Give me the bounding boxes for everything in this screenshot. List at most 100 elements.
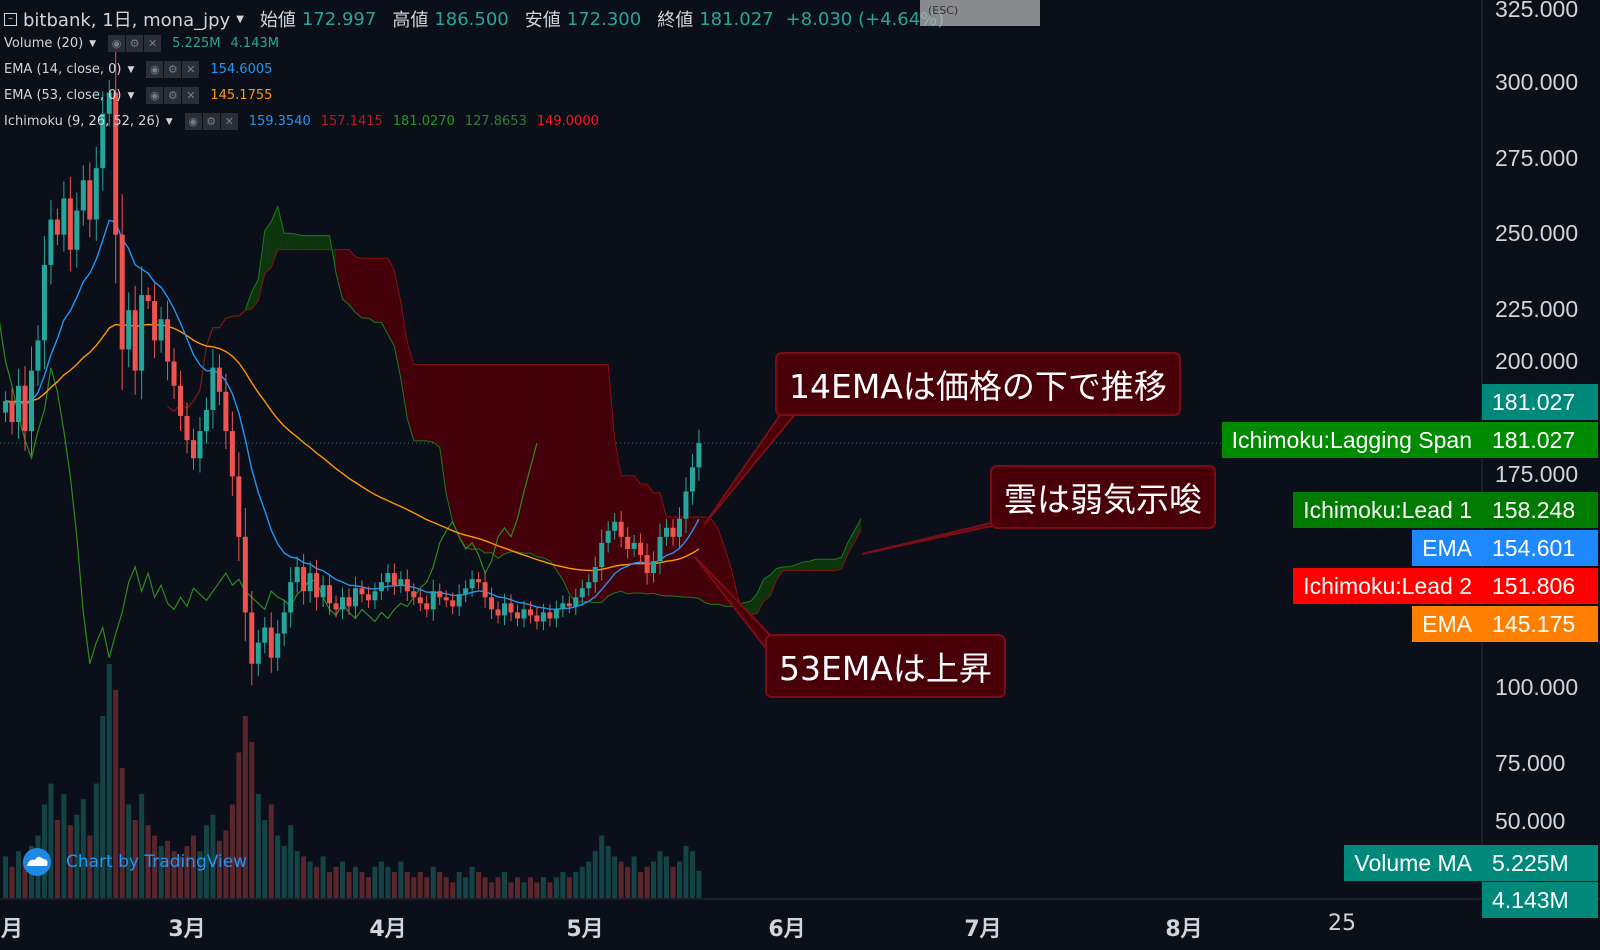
ichimoku-cloud-segment — [400, 302, 408, 419]
volume-bar — [508, 882, 514, 898]
indicator-name[interactable]: Ichimoku (9, 26, 52, 26) — [4, 114, 160, 129]
volume-bar — [320, 856, 326, 898]
candle-body — [365, 594, 371, 601]
volume-bar — [586, 861, 592, 898]
symbol-name[interactable]: bitbank, 1日, mona_jpy — [23, 10, 231, 31]
close-icon[interactable]: ✕ — [220, 113, 238, 130]
y-tick: 325.000 — [1495, 0, 1579, 22]
volume-bar — [618, 861, 624, 898]
volume-bar — [553, 877, 559, 898]
gear-icon[interactable]: ⚙ — [126, 35, 144, 52]
ichimoku-cloud-segment — [673, 517, 680, 597]
candle-body — [171, 361, 177, 386]
volume-bar — [223, 830, 229, 898]
chevron-down-icon[interactable]: ▼ — [89, 38, 97, 49]
chevron-down-icon[interactable]: ▼ — [236, 13, 244, 25]
ichimoku-cloud-segment — [420, 364, 427, 441]
volume-bar — [16, 851, 22, 898]
ichimoku-cloud-segment — [660, 492, 667, 597]
volume-ma-pill: 5.225M — [1482, 845, 1598, 881]
x-tick: 7月 — [964, 917, 1002, 942]
volume-bar — [126, 804, 132, 898]
indicator-legend: EMA (14, close, 0) ▼ ◉ ⚙ ✕ 154.6005 — [4, 61, 272, 78]
ichimoku-cloud-segment — [433, 364, 440, 448]
ichimoku-cloud-segment — [809, 559, 816, 571]
gear-icon[interactable]: ⚙ — [164, 87, 182, 104]
volume-bar — [9, 866, 15, 898]
visibility-icon[interactable]: ◉ — [184, 113, 202, 130]
candle-body — [255, 642, 261, 664]
y-tick: 100.000 — [1495, 674, 1579, 700]
ichimoku-lagging-span-line — [0, 321, 538, 664]
volume-bar — [113, 690, 119, 898]
candle-body — [657, 536, 663, 562]
volume-bar — [540, 877, 546, 898]
volume-bar — [74, 814, 80, 898]
volume-bar — [281, 846, 287, 898]
volume-bar — [216, 840, 222, 898]
indicator-value: 5.225M — [172, 36, 221, 51]
ichimoku-cloud-segment — [361, 258, 369, 319]
candle-body — [683, 491, 689, 519]
annotation-53ema[interactable]: 53EMAは上昇 — [765, 634, 1006, 698]
ichimoku-cloud-segment — [627, 475, 635, 594]
visibility-icon[interactable]: ◉ — [146, 87, 164, 104]
chevron-down-icon[interactable]: ▼ — [127, 64, 135, 75]
candle-body — [100, 113, 106, 169]
volume-bar — [456, 872, 462, 898]
volume-bar — [229, 804, 235, 898]
candle-body — [437, 591, 443, 598]
candle-body — [430, 591, 436, 610]
annotation-cloud[interactable]: 雲は弱気示唆 — [990, 465, 1216, 529]
ichimoku-cloud-segment — [698, 517, 706, 603]
ichimoku-cloud-segment — [582, 364, 589, 602]
candle-body — [327, 585, 333, 604]
tradingview-branding[interactable]: Chart by TradingView — [20, 848, 247, 876]
indicator-name[interactable]: EMA (53, close, 0) — [4, 88, 122, 103]
ichimoku-cloud-segment — [439, 364, 447, 495]
chevron-down-icon[interactable]: ▼ — [127, 90, 135, 101]
candle-body — [48, 219, 54, 265]
volume-bar — [307, 861, 313, 898]
candle-body — [417, 597, 423, 604]
candle-body — [638, 542, 644, 555]
volume-bar — [106, 664, 112, 898]
callout-pointer — [861, 521, 1011, 555]
close-icon[interactable]: ✕ — [182, 61, 200, 78]
volume-bar — [579, 866, 585, 898]
ichimoku-cloud-segment — [290, 233, 298, 250]
candle-body — [106, 92, 112, 114]
visibility-icon[interactable]: ◉ — [108, 35, 126, 52]
ichimoku-cloud-segment — [783, 566, 790, 571]
volume-bar — [93, 783, 99, 898]
volume-bar — [644, 866, 650, 898]
candle-body — [352, 588, 358, 607]
ichimoku-cloud-segment — [413, 364, 421, 441]
annotation-14ema[interactable]: 14EMAは価格の下で推移 — [775, 352, 1181, 416]
candle-body — [262, 627, 268, 643]
ichimoku-cloud-segment — [647, 484, 654, 594]
visibility-icon[interactable]: ◉ — [146, 61, 164, 78]
candle-body — [625, 536, 631, 549]
y-tick: 300.000 — [1495, 69, 1579, 95]
gear-icon[interactable]: ⚙ — [202, 113, 220, 130]
y-tick: 225.000 — [1495, 296, 1579, 322]
exit-fullscreen-tooltip[interactable]: (ESC) — [920, 0, 1040, 26]
close-icon[interactable]: ✕ — [144, 35, 162, 52]
volume-bar — [288, 825, 294, 898]
volume-bar — [152, 835, 158, 898]
indicator-name[interactable]: EMA (14, close, 0) — [4, 62, 122, 77]
ichimoku-cloud-segment — [536, 364, 544, 559]
close-icon[interactable]: ✕ — [182, 87, 200, 104]
candle-body — [139, 295, 145, 371]
volume-bar — [184, 846, 190, 898]
chevron-down-icon[interactable]: ▼ — [165, 116, 173, 127]
gear-icon[interactable]: ⚙ — [164, 61, 182, 78]
indicator-name[interactable]: Volume (20) — [4, 36, 84, 51]
candle-body — [424, 603, 430, 610]
x-tick: 月 — [0, 917, 24, 942]
y-tick: 250.000 — [1495, 220, 1579, 246]
collapse-icon[interactable]: – — [4, 12, 17, 26]
volume-bar — [514, 877, 520, 898]
